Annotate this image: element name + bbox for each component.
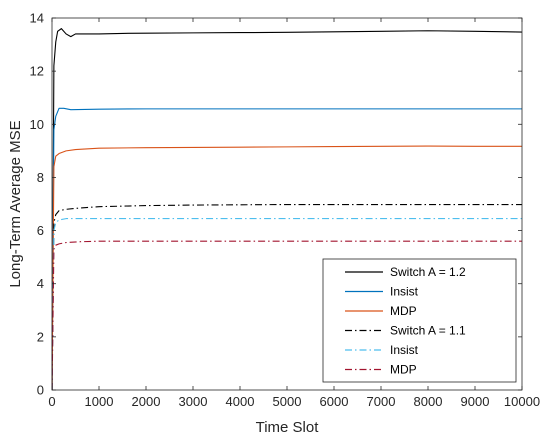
series-line-3 — [51, 145, 522, 391]
x-axis-label: Time Slot — [256, 419, 320, 436]
series-layer — [51, 28, 523, 391]
x-tick-label: 2000 — [132, 394, 161, 409]
series-line-1 — [51, 28, 523, 391]
y-axis-label: Long-Term Average MSE — [7, 120, 24, 287]
y-tick-label: 0 — [37, 383, 44, 398]
y-tick-label: 6 — [37, 223, 44, 238]
x-tick-label: 9000 — [461, 394, 490, 409]
y-tick-label: 8 — [37, 170, 44, 185]
x-tick-label: 0 — [48, 394, 55, 409]
x-tick-label: 3000 — [179, 394, 208, 409]
legend-label-4: Switch A = 1.1 — [390, 324, 466, 338]
y-tick-label: 10 — [30, 117, 44, 132]
series-line-5 — [51, 218, 522, 391]
y-tick-label: 2 — [37, 329, 44, 344]
y-tick-label: 12 — [30, 64, 44, 79]
series-line-4 — [51, 203, 522, 391]
x-tick-label: 7000 — [367, 394, 396, 409]
x-tick-label: 4000 — [226, 394, 255, 409]
series-line-2 — [51, 107, 522, 391]
x-tick-label: 8000 — [414, 394, 443, 409]
series-line-6 — [51, 240, 522, 391]
x-tick-label: 10000 — [504, 394, 540, 409]
legend-box — [322, 258, 517, 383]
ticks-layer: 0 1000 2000 3000 4000 5000 6000 7000 8000 9000 100… — [30, 11, 541, 410]
y-tick-label: 4 — [37, 276, 44, 291]
x-tick-label: 6000 — [320, 394, 349, 409]
x-tick-label: 1000 — [85, 394, 114, 409]
y-tick-label: 14 — [30, 11, 44, 26]
legend-label-3: MDP — [390, 304, 417, 318]
legend-label-6: MDP — [390, 363, 417, 377]
legend-label-1: Switch A = 1.2 — [390, 265, 466, 279]
legend: Switch A = 1.2 Insist MDP Switch A = 1.1 Ins… — [322, 258, 517, 383]
legend-label-2: Insist — [390, 285, 419, 299]
legend-label-5: Insist — [390, 343, 419, 357]
x-tick-label: 5000 — [273, 394, 302, 409]
